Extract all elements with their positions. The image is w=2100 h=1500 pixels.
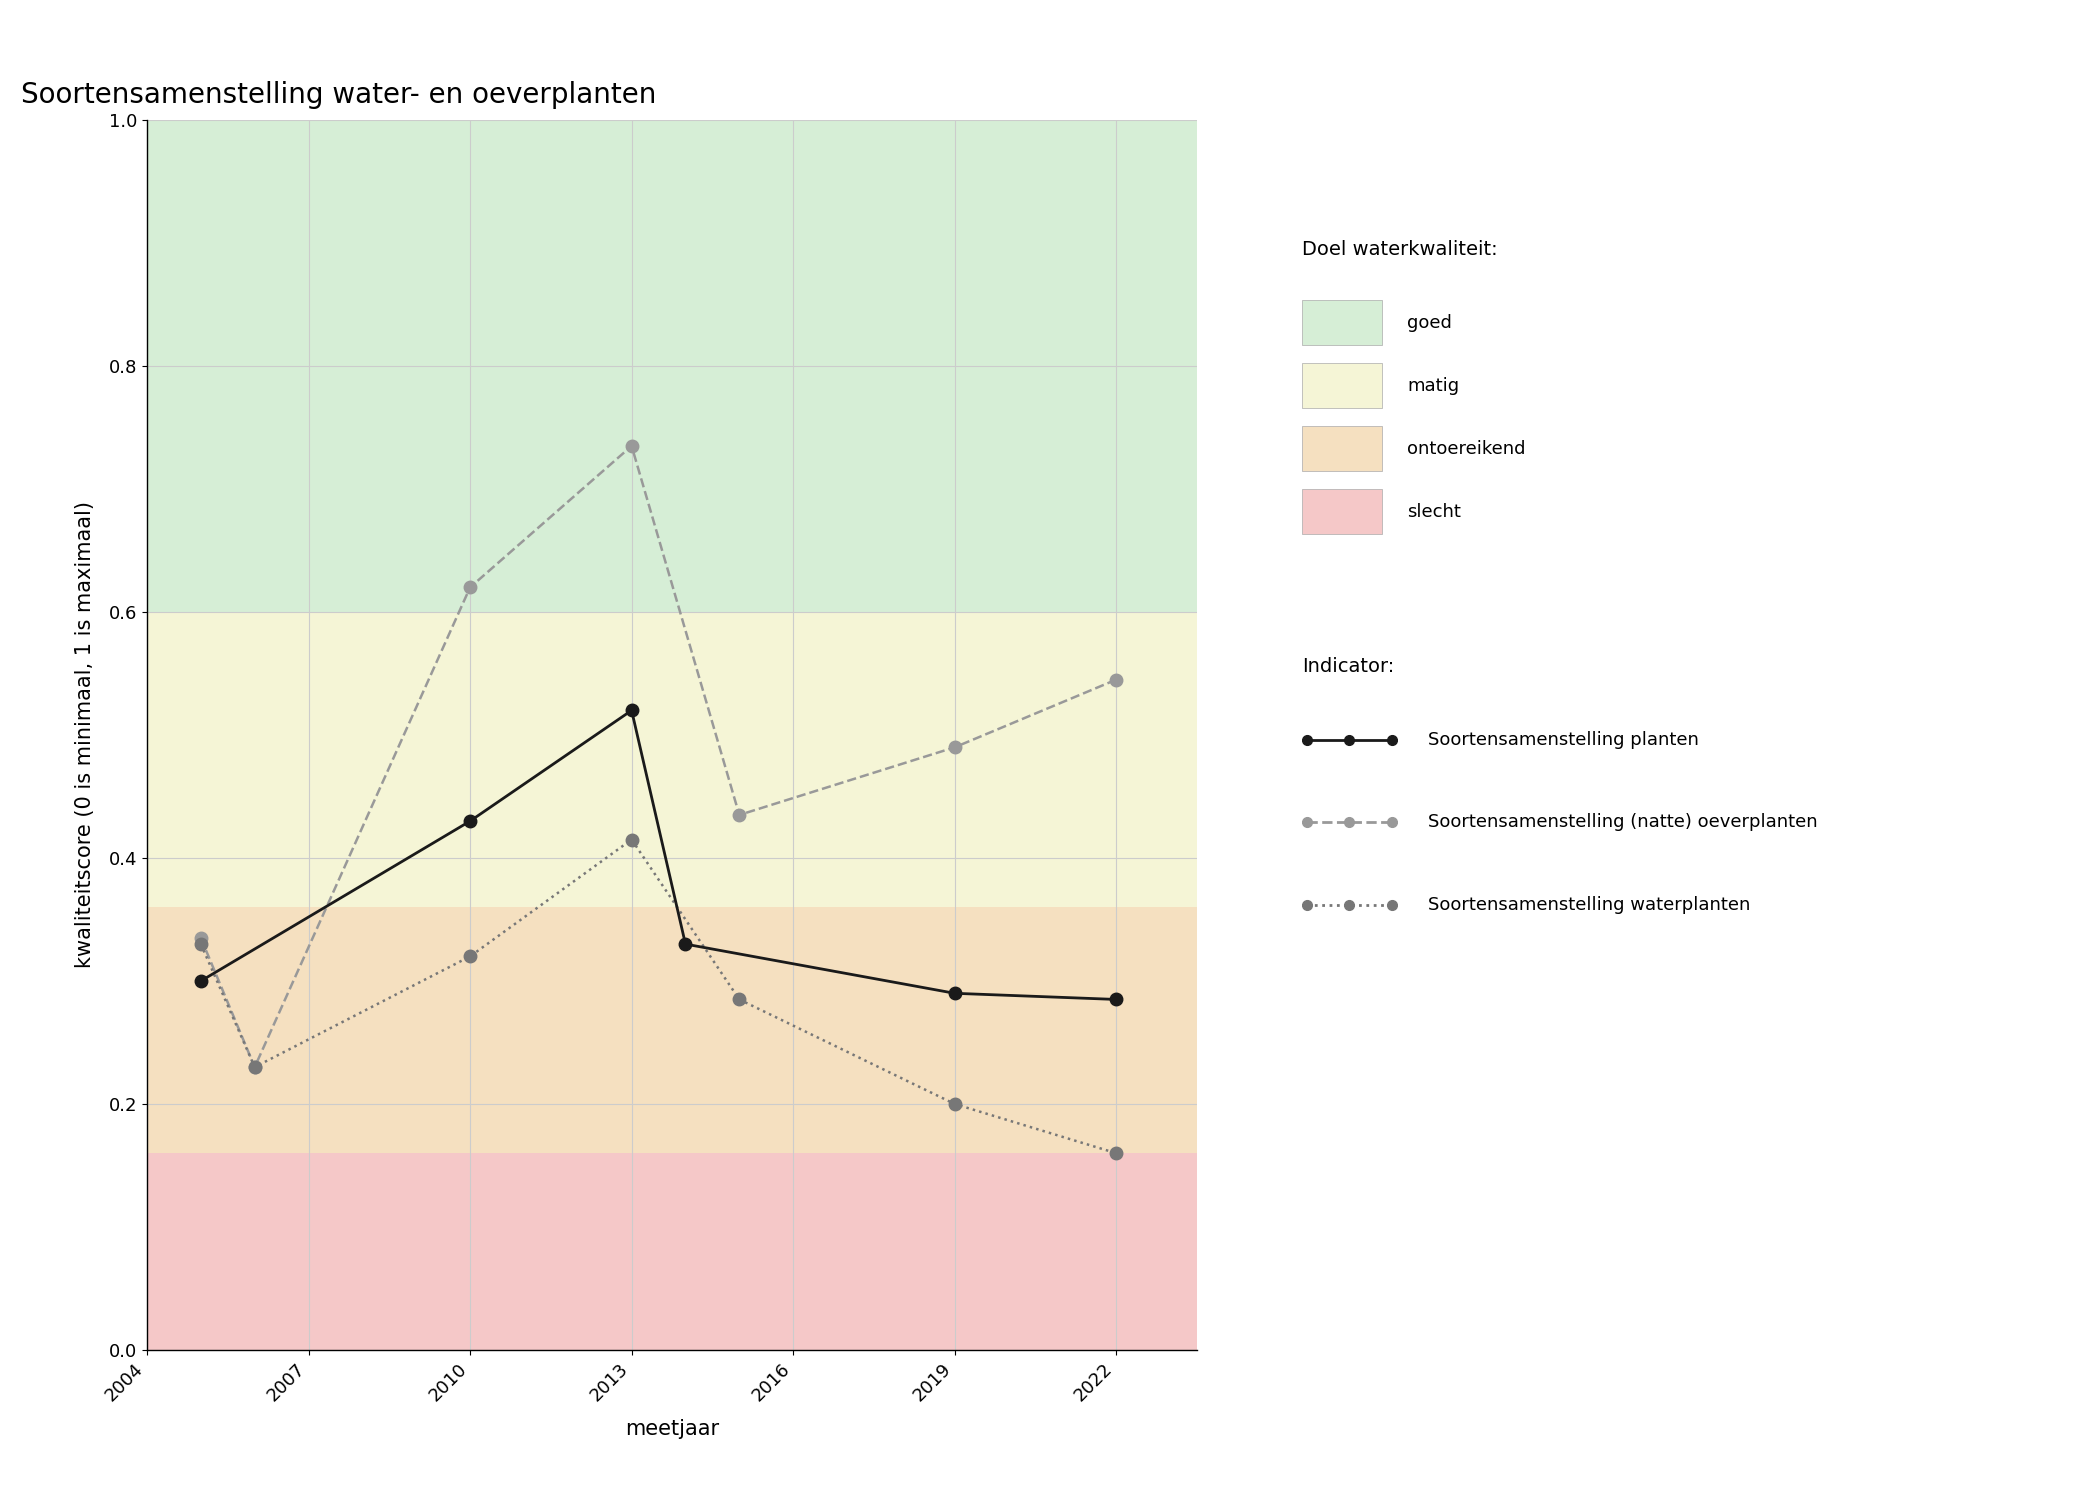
Text: Soortensamenstelling (natte) oeverplanten: Soortensamenstelling (natte) oeverplante… [1428, 813, 1819, 831]
Text: Doel waterkwaliteit:: Doel waterkwaliteit: [1302, 240, 1497, 260]
Text: Soortensamenstelling water- en oeverplanten: Soortensamenstelling water- en oeverplan… [21, 81, 657, 110]
Bar [147, 1154, 1197, 1350]
Bar [147, 908, 1197, 1154]
Text: goed: goed [1407, 314, 1451, 332]
Bar [147, 612, 1197, 908]
Text: matig: matig [1407, 376, 1459, 394]
Text: ontoereikend: ontoereikend [1407, 440, 1525, 458]
Text: slecht: slecht [1407, 503, 1462, 520]
Text: Indicator:: Indicator: [1302, 657, 1394, 676]
Text: Soortensamenstelling waterplanten: Soortensamenstelling waterplanten [1428, 896, 1751, 914]
Bar [147, 120, 1197, 612]
X-axis label: meetjaar: meetjaar [626, 1419, 718, 1438]
Y-axis label: kwaliteitscore (0 is minimaal, 1 is maximaal): kwaliteitscore (0 is minimaal, 1 is maxi… [76, 501, 94, 969]
Text: Soortensamenstelling planten: Soortensamenstelling planten [1428, 730, 1699, 748]
